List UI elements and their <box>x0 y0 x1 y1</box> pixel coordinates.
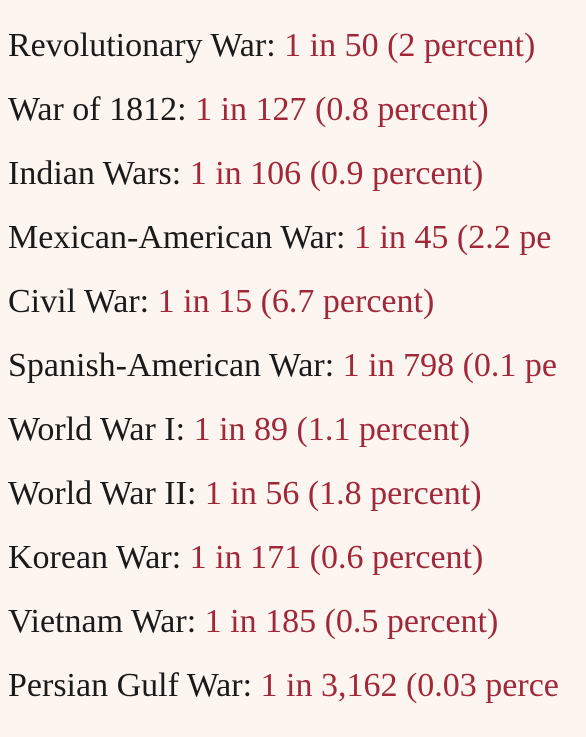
casualty-stat: 1 in 185 (0.5 percent) <box>204 603 499 640</box>
list-item-vietnam-war: Vietnam War: 1 in 185 (0.5 percent) <box>8 599 559 663</box>
list-item-spanish-american-war: Spanish-American War: 1 in 798 (0.1 pe <box>8 343 559 407</box>
list-item-mexican-american-war: Mexican-American War: 1 in 45 (2.2 pe <box>8 215 559 279</box>
casualty-stat: 1 in 106 (0.9 percent) <box>189 155 484 192</box>
list-item-indian-wars: Indian Wars: 1 in 106 (0.9 percent) <box>8 151 559 215</box>
casualty-stat: 1 in 171 (0.6 percent) <box>189 539 484 576</box>
list-item-persian-gulf-war: Persian Gulf War: 1 in 3,162 (0.03 perce <box>8 663 559 727</box>
war-label: War of 1812: <box>8 91 187 128</box>
war-label: Korean War: <box>8 539 182 576</box>
war-label: Persian Gulf War: <box>8 667 253 704</box>
list-item-war-of-1812: War of 1812: 1 in 127 (0.8 percent) <box>8 87 559 151</box>
war-casualty-list: Revolutionary War: 1 in 50 (2 percent) W… <box>8 23 559 727</box>
war-label: Spanish-American War: <box>8 347 335 384</box>
casualty-stat: 1 in 45 (2.2 pe <box>353 219 552 256</box>
list-item-civil-war: Civil War: 1 in 15 (6.7 percent) <box>8 279 559 343</box>
casualty-stat: 1 in 3,162 (0.03 perce <box>260 667 559 704</box>
casualty-stat: 1 in 89 (1.1 percent) <box>193 411 471 448</box>
war-label: Indian Wars: <box>8 155 182 192</box>
war-label: Vietnam War: <box>8 603 197 640</box>
war-label: World War II: <box>8 475 197 512</box>
war-label: Revolutionary War: <box>8 27 276 64</box>
list-item-world-war-ii: World War II: 1 in 56 (1.8 percent) <box>8 471 559 535</box>
list-item-world-war-i: World War I: 1 in 89 (1.1 percent) <box>8 407 559 471</box>
war-label: Civil War: <box>8 283 150 320</box>
casualty-stat: 1 in 56 (1.8 percent) <box>204 475 482 512</box>
casualty-stat: 1 in 798 (0.1 pe <box>342 347 558 384</box>
war-label: World War I: <box>8 411 186 448</box>
casualty-stat: 1 in 15 (6.7 percent) <box>157 283 435 320</box>
list-item-korean-war: Korean War: 1 in 171 (0.6 percent) <box>8 535 559 599</box>
war-label: Mexican-American War: <box>8 219 346 256</box>
casualty-stat: 1 in 127 (0.8 percent) <box>195 91 489 128</box>
list-item-revolutionary-war: Revolutionary War: 1 in 50 (2 percent) <box>8 23 559 87</box>
casualty-stat: 1 in 50 (2 percent) <box>284 27 536 64</box>
